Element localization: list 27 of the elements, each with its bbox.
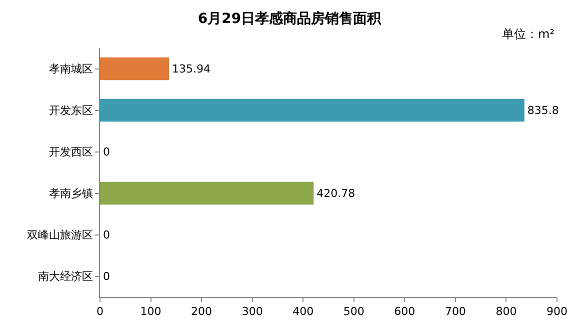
x-tick-label: 900 bbox=[546, 305, 568, 318]
chart-title: 6月29日孝感商品房销售面积 bbox=[198, 10, 382, 27]
y-tick-label: 双峰山旅游区 bbox=[26, 228, 93, 242]
text: 单位：m² bbox=[502, 27, 555, 41]
x-tick-label: 500 bbox=[343, 305, 364, 318]
x-tick-label: 600 bbox=[394, 305, 416, 318]
y-tick-label: 开发东区 bbox=[48, 104, 93, 118]
x-tick-label: 0 bbox=[96, 305, 104, 318]
x-tick-label: 800 bbox=[496, 305, 517, 318]
data-label: 420.78 bbox=[316, 186, 356, 200]
data-label: 0 bbox=[103, 270, 110, 283]
x-tick-label: 300 bbox=[242, 305, 263, 318]
y-tick-label: 开发西区 bbox=[48, 146, 93, 159]
x-tick-label: 400 bbox=[292, 305, 314, 318]
bar bbox=[100, 57, 170, 80]
x-tick-label: 700 bbox=[444, 305, 466, 318]
bar bbox=[100, 98, 524, 122]
y-tick-label: 孝南乡镇 bbox=[48, 187, 93, 200]
y-tick-label: 南大经济区 bbox=[38, 270, 93, 284]
data-label: 0 bbox=[103, 145, 110, 158]
x-tick-label: 200 bbox=[191, 305, 212, 318]
y-tick-label: 孝南城区 bbox=[48, 62, 93, 76]
data-label: 135.94 bbox=[172, 62, 211, 76]
data-label: 0 bbox=[103, 228, 110, 242]
bar bbox=[100, 182, 314, 205]
x-tick-label: 100 bbox=[140, 305, 162, 318]
data-label: 835.8 bbox=[527, 104, 559, 117]
